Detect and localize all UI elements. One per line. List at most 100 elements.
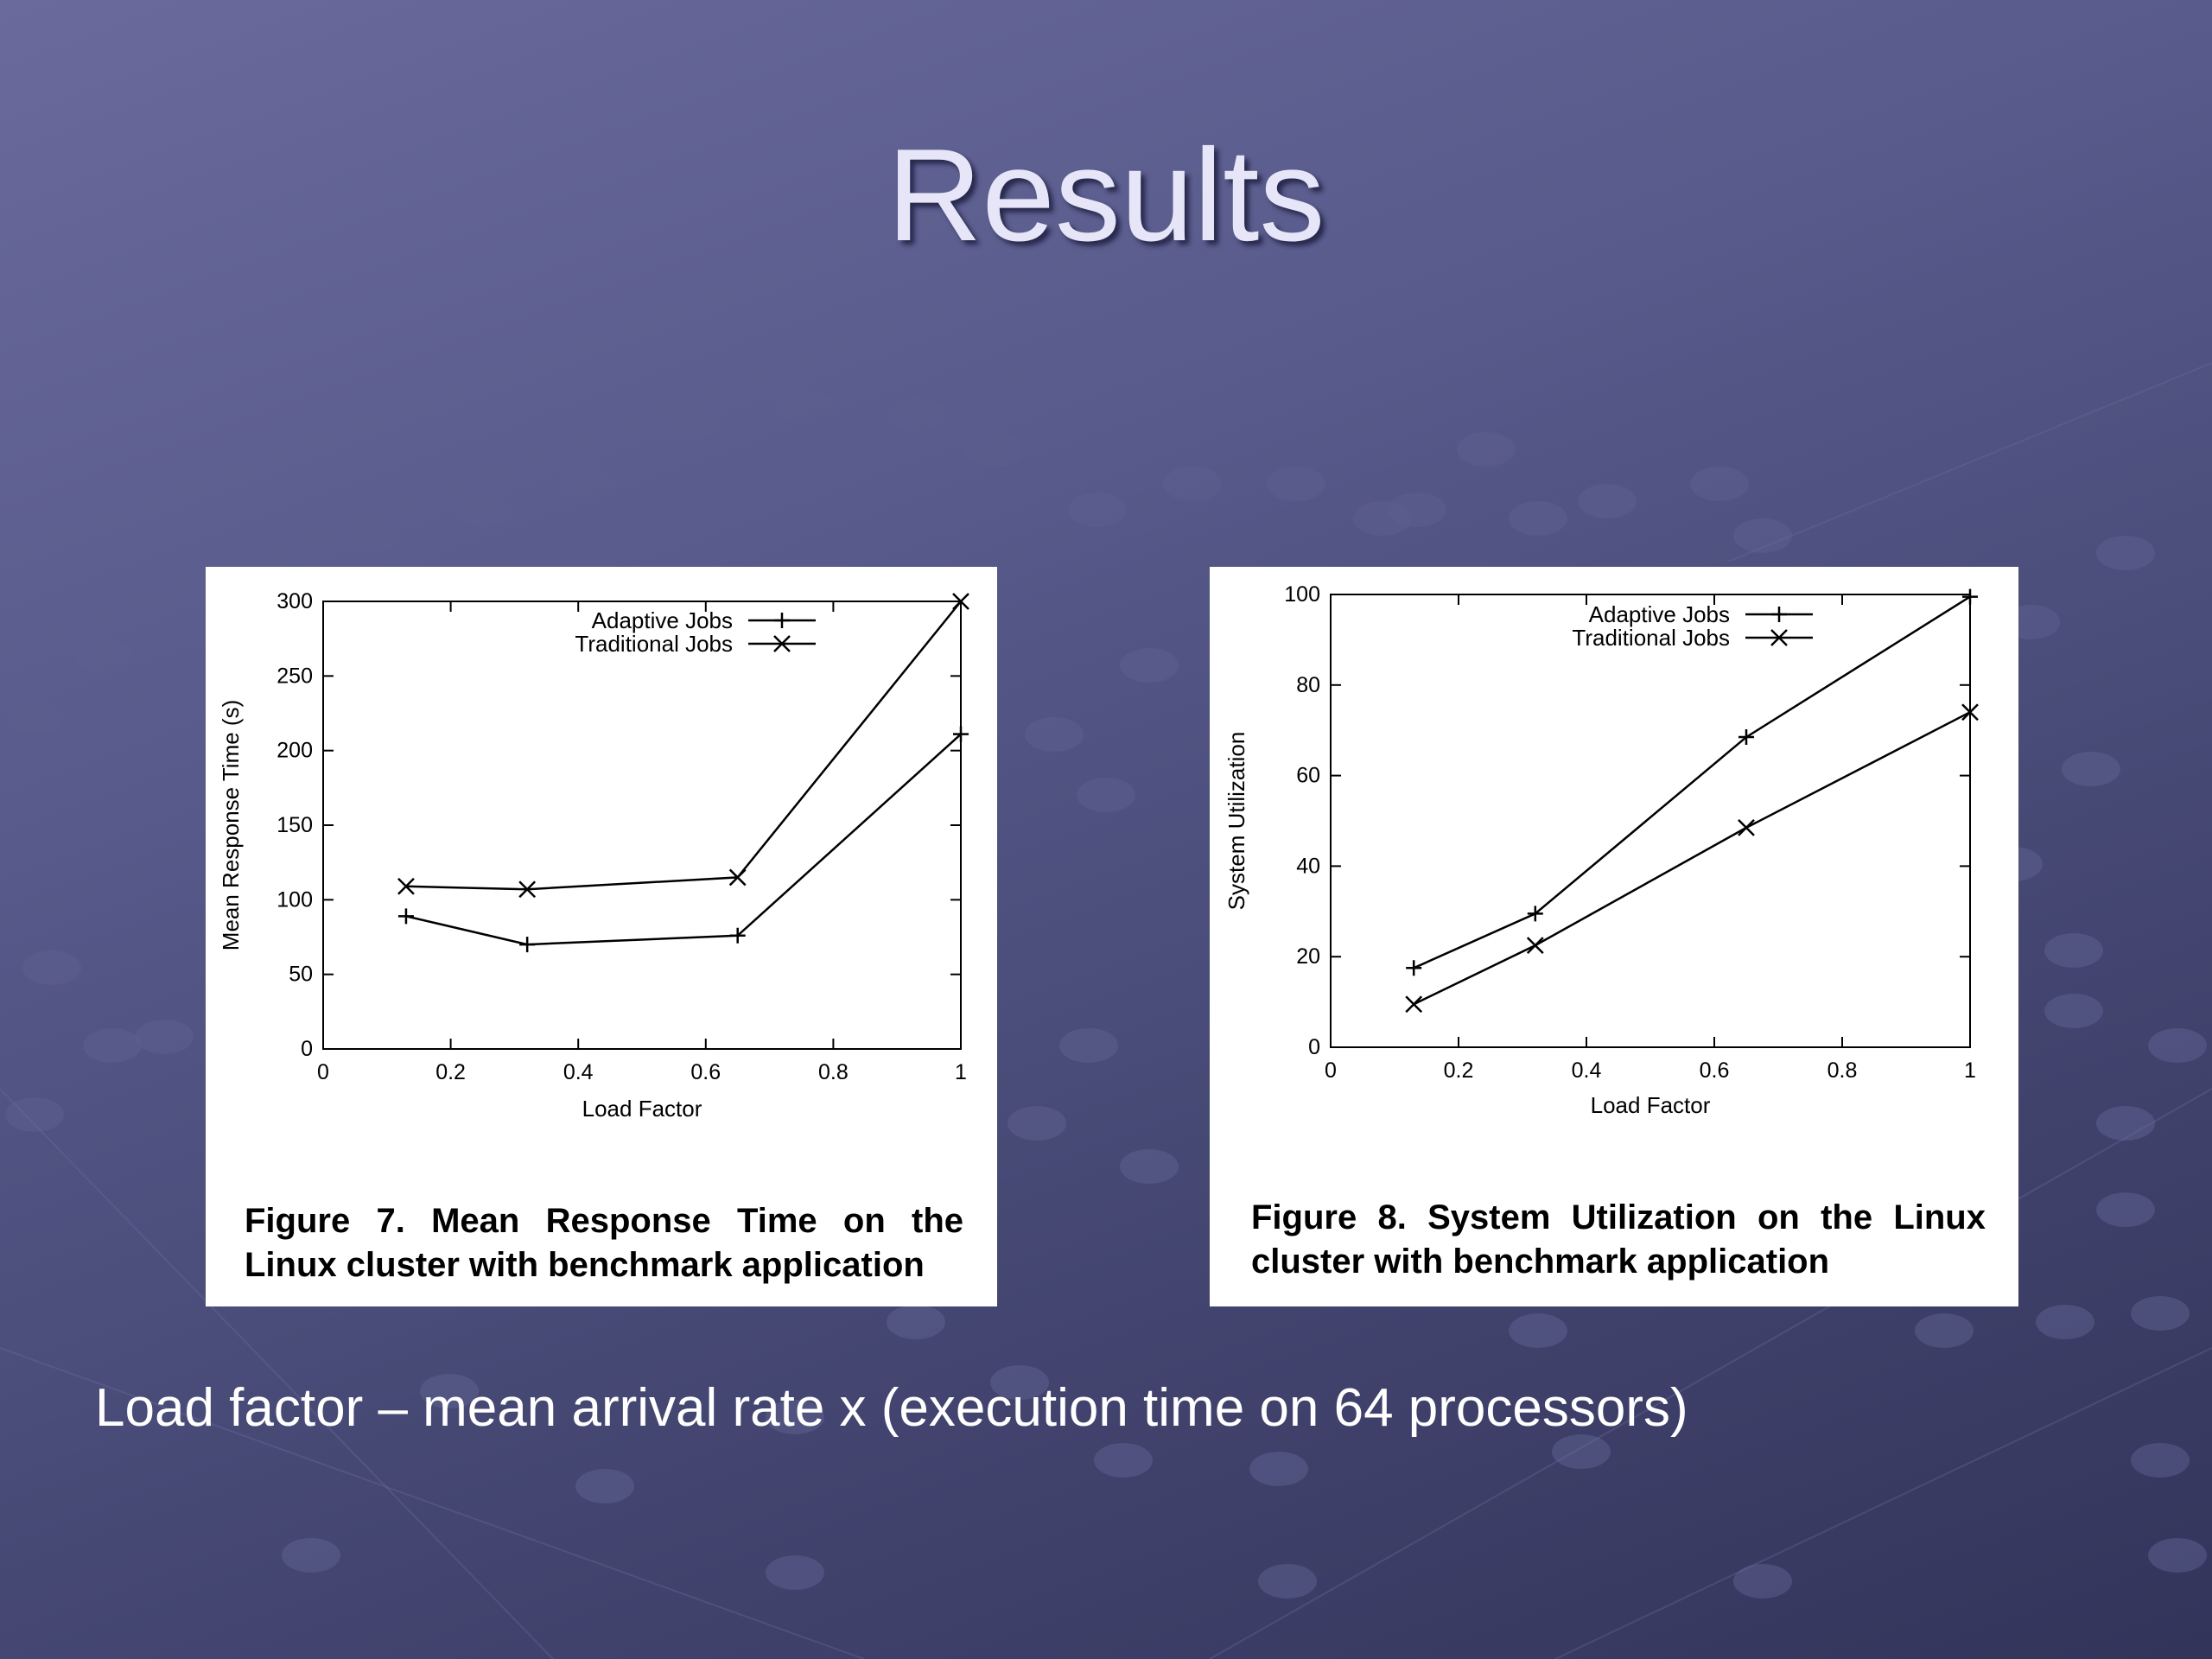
y-tick-label: 60 (1296, 764, 1320, 788)
background-line (1554, 1347, 2212, 1659)
x-axis-label: Load Factor (1591, 1092, 1711, 1118)
load-factor-footnote: Load factor – mean arrival rate x (execu… (95, 1378, 1688, 1438)
background-dot (1388, 493, 1446, 527)
data-point-adaptive (1738, 729, 1754, 746)
x-tick-label: 1 (1964, 1058, 1976, 1083)
background-dot (5, 700, 64, 734)
x-tick-label: 0.2 (1444, 1058, 1474, 1083)
series-line-traditional (405, 601, 962, 891)
background-dot (2062, 752, 2120, 786)
data-point-adaptive (953, 726, 969, 742)
background-dot (83, 1028, 142, 1063)
background-dot (575, 1469, 634, 1503)
x-tick-label: 0.6 (1700, 1058, 1730, 1083)
background-dot (1690, 467, 1749, 501)
background-dot (1915, 1313, 1974, 1348)
background-dot (1733, 518, 1792, 553)
data-point-traditional (1961, 703, 1979, 721)
background-dot (1733, 1564, 1792, 1599)
y-tick-label: 300 (276, 589, 313, 613)
y-axis-label: System Utilization (1224, 732, 1249, 911)
y-tick-label: 200 (276, 739, 313, 763)
x-axis-label: Load Factor (582, 1096, 702, 1122)
background-dot (1059, 1028, 1118, 1063)
x-tick-label: 0.4 (1572, 1058, 1602, 1083)
background-dot (1509, 501, 1567, 536)
data-point-traditional (728, 868, 747, 887)
series-line-adaptive (405, 733, 962, 946)
data-point-traditional (952, 593, 969, 610)
background-dot (2044, 994, 2103, 1028)
legend-marker-adaptive (1771, 607, 1787, 622)
background-dot (1025, 717, 1084, 752)
background-dot (135, 1020, 194, 1054)
y-tick-label: 50 (289, 963, 313, 987)
y-tick-label: 0 (1308, 1035, 1320, 1059)
figure-7-panel: 0 50 100 150 200 250 300 0 0.2 0.4 0.6 0.8 1 Load Fac… (206, 567, 997, 1306)
x-tick-label: 0 (317, 1060, 329, 1084)
y-tick-label: 100 (1284, 582, 1320, 607)
data-point-adaptive (519, 937, 536, 953)
slide-title: Results (887, 122, 1325, 269)
legend-marker-traditional (1770, 629, 1788, 646)
background-line (0, 1088, 554, 1659)
data-point-adaptive (1527, 906, 1543, 922)
x-tick-label: 0.8 (1827, 1058, 1858, 1083)
legend-marker-traditional (773, 635, 791, 652)
data-point-adaptive (1406, 960, 1422, 976)
background-dot (74, 639, 133, 674)
response-time-chart: 0 50 100 150 200 250 300 0 0.2 0.4 0.6 0.8 1 Load Fac… (218, 589, 969, 1122)
background-dot (1007, 1106, 1066, 1141)
background-dot (1077, 778, 1135, 812)
data-point-traditional (397, 877, 415, 895)
utilization-chart: 0 20 40 60 80 100 0 0.2 0.4 0.6 0.8 1 Load Factor Sys… (1224, 582, 1979, 1118)
background-dot (766, 1555, 824, 1590)
background-dot (2148, 1538, 2207, 1573)
x-tick-label: 0 (1325, 1058, 1337, 1083)
figure-8-panel: 0 20 40 60 80 100 0 0.2 0.4 0.6 0.8 1 Load Factor Sys… (1210, 567, 2018, 1306)
background-dot (990, 1365, 1049, 1400)
background-dot (1249, 1452, 1308, 1486)
x-tick-label: 0.4 (563, 1060, 594, 1084)
background-dot (126, 579, 185, 613)
figure-8-caption: Figure 8. System Utilization on the Linu… (1251, 1198, 1986, 1281)
x-tick-label: 1 (955, 1060, 967, 1084)
y-tick-label: 0 (301, 1037, 313, 1061)
x-tick-label: 0.2 (435, 1060, 466, 1084)
y-tick-label: 250 (276, 664, 313, 688)
background-dot (774, 389, 833, 423)
background-dot (1120, 648, 1179, 683)
background-line (1209, 1088, 2212, 1659)
x-tick-label: 0.8 (818, 1060, 849, 1084)
y-axis-label: Mean Response Time (s) (218, 700, 244, 950)
background-dot (2044, 933, 2103, 968)
background-dot (2131, 1296, 2190, 1331)
background-dot (2036, 1305, 2094, 1339)
background-dot (1578, 484, 1637, 518)
data-point-traditional (518, 880, 537, 899)
figure-7-caption: Figure 7. Mean Response Time on the Linu… (245, 1202, 963, 1284)
background-dot (2096, 1192, 2155, 1227)
background-dot (887, 397, 945, 432)
background-dot (558, 467, 617, 501)
background-dot (342, 518, 401, 553)
background-dot (964, 432, 1023, 467)
data-point-adaptive (1962, 588, 1978, 605)
background-dot (1267, 467, 1325, 501)
background-dot (1120, 1149, 1179, 1184)
background-dot (454, 493, 513, 527)
legend-label-adaptive: Adaptive Jobs (592, 607, 733, 633)
background-dot (1094, 1443, 1153, 1478)
series-line-traditional (1413, 711, 1971, 1006)
legend-label-adaptive: Adaptive Jobs (1589, 601, 1730, 627)
background-dot (766, 1400, 824, 1434)
x-tick-label: 0.6 (690, 1060, 721, 1084)
plot-frame (1330, 594, 1971, 1048)
background-line (0, 1347, 865, 1659)
y-tick-label: 80 (1296, 673, 1320, 697)
legend-marker-adaptive (774, 613, 790, 628)
background-dot (1068, 493, 1127, 527)
background-dot (2148, 1028, 2207, 1063)
background-dot (1509, 1313, 1567, 1348)
